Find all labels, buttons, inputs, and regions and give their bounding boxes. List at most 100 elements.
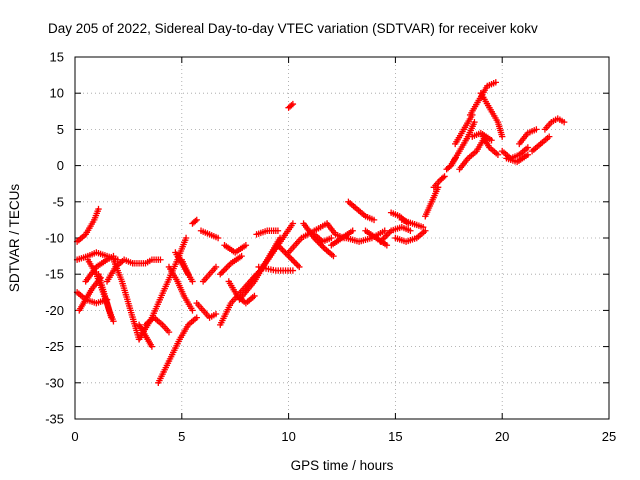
series-sat-aq — [398, 216, 427, 231]
data-point-marker — [185, 271, 192, 278]
series-sat-as — [430, 173, 448, 191]
data-point-marker — [165, 328, 173, 336]
chart-title: Day 205 of 2022, Sidereal Day-to-day VTE… — [48, 21, 538, 36]
series-sat-n — [155, 314, 200, 386]
series-sat-ab — [253, 227, 282, 238]
series-sat-ay — [477, 90, 506, 140]
y-tick-label: -30 — [45, 375, 64, 390]
data-markers — [73, 79, 568, 386]
data-point-marker — [499, 133, 506, 140]
data-point-marker — [533, 126, 540, 133]
data-point-marker — [291, 259, 298, 266]
data-point-marker — [289, 220, 297, 227]
series-sat-ac — [255, 263, 297, 274]
data-point-marker — [192, 217, 199, 225]
data-point-marker — [288, 102, 295, 109]
series-sat-u — [199, 263, 220, 285]
data-point-marker — [439, 174, 447, 181]
series-sat-g — [95, 271, 117, 325]
y-axis-title: SDTVAR / TECUs — [7, 184, 22, 293]
data-point-marker — [370, 216, 378, 224]
plot-frame — [74, 56, 610, 420]
data-point-marker — [441, 173, 448, 180]
data-point-marker — [419, 223, 427, 231]
data-point-marker — [110, 318, 117, 325]
x-axis-title: GPS time / hours — [291, 458, 394, 473]
series-sat-j — [129, 256, 164, 267]
series-sat-y — [225, 278, 258, 307]
series-sat-t — [193, 299, 220, 321]
data-point-marker — [381, 227, 388, 234]
data-point-marker — [193, 216, 200, 224]
x-tick-label: 15 — [388, 429, 402, 444]
x-tick-label: 10 — [281, 429, 295, 444]
data-point-marker — [193, 314, 200, 321]
x-tick-label: 5 — [178, 429, 185, 444]
series-sat-ba — [479, 133, 502, 158]
series-sat-au — [447, 118, 478, 169]
data-point-marker — [545, 133, 553, 140]
data-point-marker — [95, 205, 102, 213]
data-point-marker — [289, 100, 297, 108]
y-tick-label: -20 — [45, 303, 64, 318]
data-point-marker — [560, 118, 568, 126]
series-sat-bd — [516, 126, 540, 148]
data-point-marker — [524, 144, 532, 151]
x-tick-label: 25 — [602, 429, 616, 444]
y-tick-label: -25 — [45, 339, 64, 354]
y-tick-label: 10 — [50, 86, 64, 101]
x-tick-label: 20 — [495, 429, 509, 444]
series-sat-q — [178, 256, 192, 278]
data-point-marker — [494, 151, 502, 158]
series-sat-ah — [311, 231, 335, 245]
series-sat-r — [189, 216, 200, 227]
series-sat-w — [217, 252, 245, 278]
series-sat-ad — [274, 242, 303, 271]
data-point-marker — [294, 262, 301, 269]
data-point-marker — [320, 244, 327, 251]
series-sat-s — [197, 227, 222, 242]
data-point-marker — [318, 242, 326, 249]
series-sat-a — [73, 205, 102, 245]
data-point-marker — [384, 230, 392, 238]
data-point-marker — [296, 263, 303, 271]
series-sat-ae — [285, 100, 297, 111]
data-point-marker — [274, 227, 282, 234]
data-point-marker — [383, 242, 391, 249]
data-point-marker — [214, 234, 222, 242]
y-tick-label: -10 — [45, 231, 64, 246]
data-point-marker — [330, 252, 337, 260]
data-point-marker — [289, 257, 297, 264]
data-point-marker — [217, 271, 224, 278]
data-point-marker — [288, 256, 295, 263]
data-point-marker — [289, 267, 297, 274]
data-point-marker — [212, 263, 220, 271]
y-tick-label: -35 — [45, 412, 64, 427]
data-point-marker — [212, 310, 220, 318]
data-point-marker — [349, 227, 356, 234]
data-point-marker — [422, 227, 429, 234]
data-point-marker — [286, 254, 294, 261]
series-sat-ak — [345, 198, 378, 224]
data-point-marker — [471, 118, 478, 126]
y-tick-label: 0 — [57, 158, 64, 173]
data-point-marker — [182, 234, 190, 242]
series-sat-ar — [422, 184, 442, 220]
x-tick-label: 0 — [71, 429, 78, 444]
data-point-marker — [157, 256, 164, 263]
data-point-marker — [279, 246, 286, 254]
data-point-marker — [492, 79, 499, 86]
data-point-marker — [251, 292, 258, 300]
y-tick-label: 5 — [57, 122, 64, 137]
data-point-marker — [488, 137, 495, 144]
series-sat-o — [165, 263, 196, 314]
grid-lines — [75, 57, 609, 419]
data-point-marker — [189, 307, 196, 314]
y-tick-label: -15 — [45, 267, 64, 282]
data-point-marker — [407, 227, 414, 234]
series-sat-x — [221, 242, 250, 256]
data-point-marker — [293, 260, 300, 268]
axis-ticks: 0 5 10 15 20 25 -35 -30 -25 -20 -15 -10 -5 0 5 10 15 — [45, 50, 616, 445]
data-point-marker — [221, 266, 229, 273]
